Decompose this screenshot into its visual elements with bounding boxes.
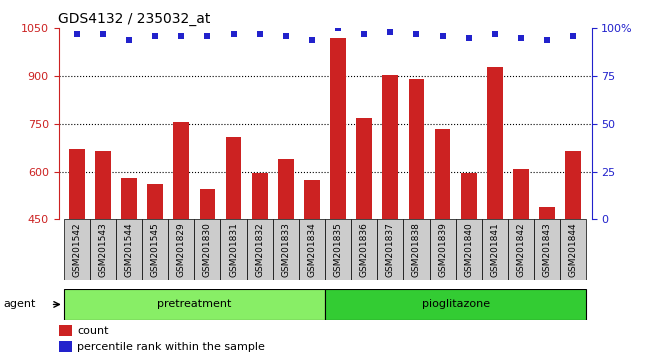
Bar — [174, 122, 189, 354]
Bar — [566, 151, 581, 354]
Bar — [116, 219, 142, 280]
Bar — [121, 178, 137, 354]
Bar — [534, 219, 560, 280]
Bar — [69, 149, 84, 354]
Bar — [278, 159, 294, 354]
Bar — [382, 75, 398, 354]
Text: percentile rank within the sample: percentile rank within the sample — [77, 342, 265, 352]
Text: GSM201836: GSM201836 — [359, 222, 369, 278]
Text: GSM201835: GSM201835 — [333, 222, 343, 278]
Text: GSM201841: GSM201841 — [490, 222, 499, 277]
Bar — [200, 189, 215, 354]
Bar — [58, 325, 72, 336]
Bar — [325, 289, 586, 320]
Bar — [64, 289, 325, 320]
Bar — [487, 67, 502, 354]
Text: pioglitazone: pioglitazone — [422, 299, 489, 309]
Text: GSM201832: GSM201832 — [255, 222, 264, 277]
Bar — [430, 219, 456, 280]
Bar — [377, 219, 404, 280]
Bar — [246, 219, 273, 280]
Bar — [90, 219, 116, 280]
Bar — [356, 118, 372, 354]
Bar — [540, 207, 555, 354]
Bar — [142, 219, 168, 280]
Text: GSM201544: GSM201544 — [125, 222, 133, 277]
Bar — [330, 38, 346, 354]
Text: count: count — [77, 326, 109, 336]
Bar — [409, 79, 424, 354]
Text: GSM201838: GSM201838 — [412, 222, 421, 278]
Bar — [404, 219, 430, 280]
Text: pretreatment: pretreatment — [157, 299, 231, 309]
Bar — [64, 219, 90, 280]
Bar — [304, 180, 320, 354]
Bar — [461, 173, 476, 354]
Bar — [273, 219, 299, 280]
Text: GSM201837: GSM201837 — [386, 222, 395, 278]
Bar — [220, 219, 246, 280]
Bar — [560, 219, 586, 280]
Text: GSM201830: GSM201830 — [203, 222, 212, 278]
Bar — [226, 137, 241, 354]
Bar — [351, 219, 377, 280]
Bar — [482, 219, 508, 280]
Text: GSM201834: GSM201834 — [307, 222, 317, 277]
Bar — [148, 184, 163, 354]
Text: GSM201545: GSM201545 — [151, 222, 160, 277]
Bar — [168, 219, 194, 280]
Text: GSM201844: GSM201844 — [569, 222, 578, 277]
Bar — [435, 129, 450, 354]
Text: GSM201829: GSM201829 — [177, 222, 186, 277]
Text: GDS4132 / 235032_at: GDS4132 / 235032_at — [58, 12, 211, 26]
Bar — [299, 219, 325, 280]
Text: GSM201843: GSM201843 — [543, 222, 552, 277]
Bar — [95, 151, 110, 354]
Bar — [252, 173, 268, 354]
Text: GSM201831: GSM201831 — [229, 222, 238, 278]
Text: GSM201839: GSM201839 — [438, 222, 447, 278]
Bar — [508, 219, 534, 280]
Text: GSM201542: GSM201542 — [72, 222, 81, 277]
Bar — [194, 219, 220, 280]
Text: agent: agent — [3, 299, 36, 309]
Bar — [513, 169, 529, 354]
Text: GSM201833: GSM201833 — [281, 222, 291, 278]
Bar — [456, 219, 482, 280]
Bar — [325, 219, 351, 280]
Text: GSM201840: GSM201840 — [464, 222, 473, 277]
Text: GSM201543: GSM201543 — [98, 222, 107, 277]
Text: GSM201842: GSM201842 — [517, 222, 525, 277]
Bar — [58, 341, 72, 353]
